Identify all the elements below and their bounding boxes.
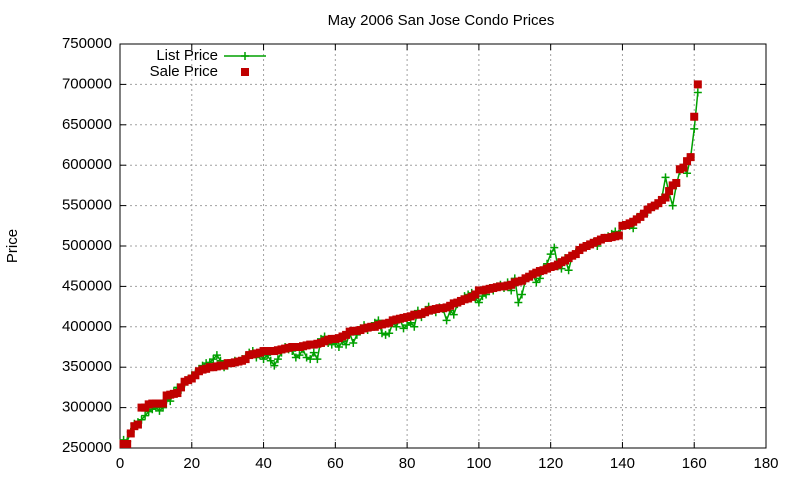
y-tick-label: 550000 [62,197,112,214]
list-price-point [381,330,390,339]
sale-price-point [241,355,250,364]
list-price-point [295,351,304,360]
y-axis-label: Price [4,229,21,263]
list-price-point [342,340,351,349]
y-tick-label: 450000 [62,277,112,294]
sale-price-point [471,290,480,299]
sale-price-point [661,193,670,202]
sale-price-point [679,163,688,172]
x-tick-label: 180 [753,455,778,472]
sale-price-point [665,187,674,196]
sale-price-point [126,429,135,438]
list-price-point [309,348,318,357]
x-tick-label: 160 [682,455,707,472]
list-price-point [442,316,451,325]
list-price-point [212,351,221,360]
y-tick-label: 700000 [62,75,112,92]
list-price-line [123,92,699,443]
legend-label: Sale Price [150,63,218,80]
sale-price-point [672,178,681,187]
list-price-point [410,322,419,331]
y-tick-label: 250000 [62,439,112,456]
list-price-point [313,355,322,364]
legend-marker [241,52,249,60]
list-price-point [266,356,275,365]
y-tick-label: 400000 [62,318,112,335]
x-tick-label: 100 [466,455,491,472]
list-price-point [514,298,523,307]
legend-label: List Price [156,47,218,64]
sale-price-point [690,112,699,121]
sale-price-point [686,153,695,162]
list-price-point [474,298,483,307]
list-price-point [517,290,526,299]
list-price-point [668,201,677,210]
list-price-point [349,338,358,347]
list-price-point [141,411,150,420]
y-tick-label: 350000 [62,358,112,375]
list-price-point [302,353,311,362]
list-price-point [564,266,573,275]
plot-border [119,43,767,449]
y-tick-label: 500000 [62,237,112,254]
list-price-point [449,310,458,319]
list-price-point [661,173,670,182]
list-price-point [693,88,702,97]
sale-price-point [191,371,200,380]
x-tick-label: 60 [327,455,344,472]
x-tick-label: 20 [183,455,200,472]
list-price-point [546,250,555,259]
x-tick-label: 140 [610,455,635,472]
sale-price-point [639,209,648,218]
list-price-point [385,329,394,338]
y-tick-label: 650000 [62,116,112,133]
list-price-point [273,355,282,364]
y-tick-label: 750000 [62,35,112,52]
x-tick-label: 0 [116,455,124,472]
sale-price-point [571,250,580,259]
sale-price-point [123,439,132,448]
list-price-point [377,329,386,338]
y-tick-label: 300000 [62,399,112,416]
sale-price-point [133,420,142,429]
x-tick-label: 80 [399,455,416,472]
list-price-point [270,361,279,370]
sale-price-point [159,399,168,408]
sale-price-point [177,383,186,392]
list-price-point [334,343,343,351]
y-tick-label: 600000 [62,156,112,173]
x-tick-label: 40 [255,455,272,472]
sale-price-point [683,157,692,166]
sale-price-point [693,80,702,89]
legend-marker [241,68,249,76]
sale-price-point [614,231,623,240]
list-price-point [550,243,559,252]
x-tick-label: 120 [538,455,563,472]
chart-title: May 2006 San Jose Condo Prices [328,12,555,29]
sale-price-point [173,389,182,398]
list-price-point [209,355,218,364]
list-price-point [306,355,315,364]
list-price-point [532,278,541,287]
list-price-point [690,124,699,133]
